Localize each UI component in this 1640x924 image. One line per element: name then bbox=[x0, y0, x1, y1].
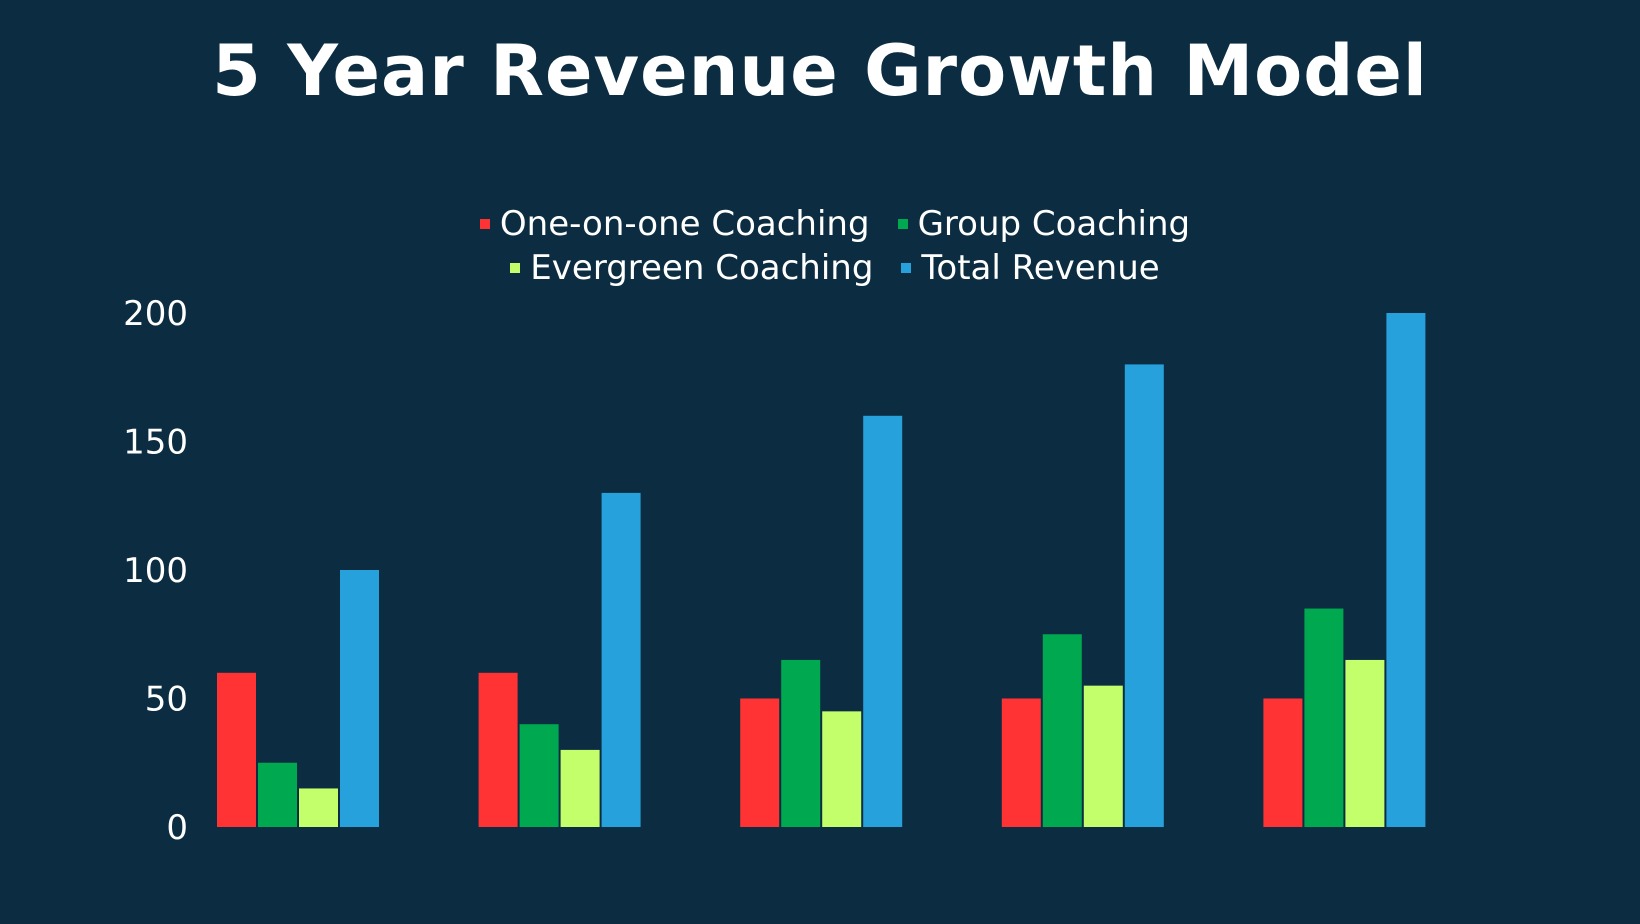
y-tick-label: 0 bbox=[166, 808, 188, 848]
bar-one-on-one-coaching-5 bbox=[1263, 698, 1303, 827]
bar-evergreen-coaching-5 bbox=[1345, 659, 1385, 827]
bar-evergreen-coaching-4 bbox=[1083, 685, 1123, 827]
bar-evergreen-coaching-1 bbox=[299, 788, 338, 827]
bar-evergreen-coaching-2 bbox=[560, 749, 600, 827]
legend-label-evergreen: Evergreen Coaching bbox=[530, 248, 874, 288]
bars-group bbox=[217, 313, 1426, 827]
bar-group-coaching-5 bbox=[1304, 608, 1344, 827]
legend-swatch-evergreen bbox=[510, 263, 521, 273]
bar-group-coaching-4 bbox=[1042, 634, 1082, 827]
y-tick-label: 200 bbox=[123, 294, 188, 334]
y-tick-label: 150 bbox=[123, 423, 188, 463]
legend-item-evergreen: Evergreen Coaching bbox=[510, 249, 873, 287]
legend-swatch-one-on-one bbox=[479, 219, 490, 229]
bar-evergreen-coaching-3 bbox=[822, 711, 862, 827]
bar-group-coaching-2 bbox=[519, 724, 559, 827]
bar-total-revenue-1 bbox=[340, 570, 379, 827]
bar-group-coaching-3 bbox=[781, 659, 821, 827]
bar-group-coaching-1 bbox=[258, 762, 297, 827]
y-tick-label: 100 bbox=[123, 551, 188, 591]
bar-one-on-one-coaching-3 bbox=[740, 698, 780, 827]
legend-label-one-on-one: One-on-one Coaching bbox=[499, 204, 870, 244]
bar-one-on-one-coaching-2 bbox=[478, 672, 518, 827]
bar-total-revenue-5 bbox=[1386, 313, 1426, 827]
legend-item-one-on-one: One-on-one Coaching bbox=[479, 204, 870, 244]
bar-one-on-one-coaching-1 bbox=[217, 672, 256, 827]
legend-label-total: Total Revenue bbox=[921, 248, 1160, 288]
bar-total-revenue-4 bbox=[1124, 364, 1164, 827]
chart-title: 5 Year Revenue Growth Model bbox=[212, 30, 1428, 112]
legend-label-group: Group Coaching bbox=[917, 204, 1191, 244]
y-tick-label: 50 bbox=[145, 680, 188, 720]
legend-swatch-total bbox=[901, 263, 912, 273]
bar-total-revenue-3 bbox=[863, 415, 903, 827]
bar-total-revenue-2 bbox=[601, 492, 641, 827]
legend-item-group: Group Coaching bbox=[897, 204, 1191, 244]
bar-one-on-one-coaching-4 bbox=[1001, 698, 1041, 827]
legend-swatch-group bbox=[897, 219, 908, 229]
chart-legend: One-on-one Coaching Group Coaching Everg… bbox=[290, 205, 1380, 287]
legend-item-total: Total Revenue bbox=[901, 248, 1160, 288]
y-axis: 0 50 100 150 200 bbox=[123, 294, 188, 848]
